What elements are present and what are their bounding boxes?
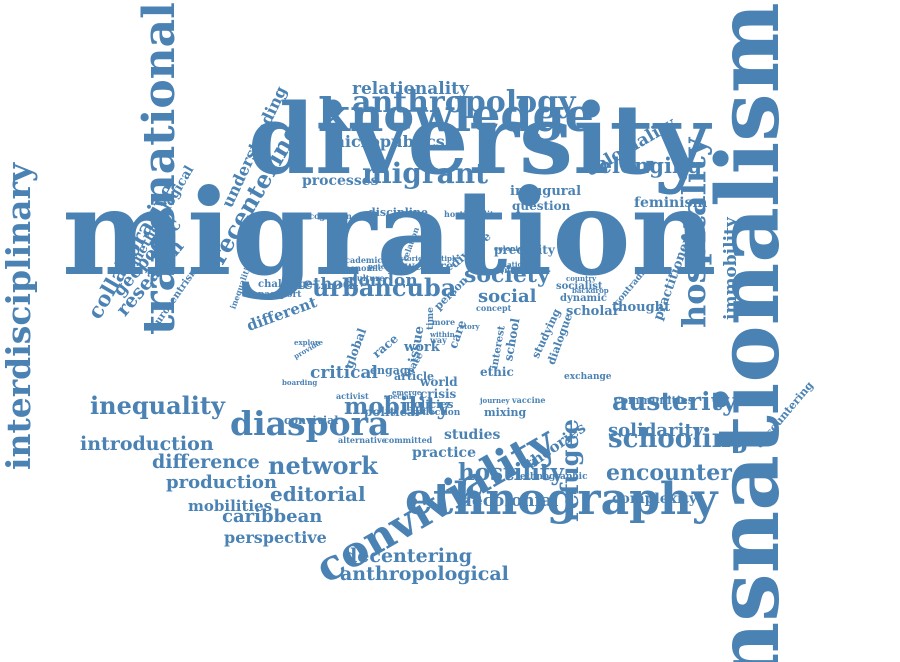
word-transnationalism: transnationalism bbox=[706, 2, 792, 662]
word-mixing: mixing bbox=[484, 407, 526, 418]
word-story: story bbox=[460, 323, 480, 330]
word-dynamic: dynamic bbox=[560, 294, 607, 304]
word-alternative: alternative bbox=[338, 436, 387, 444]
word-activist: activist bbox=[336, 392, 369, 400]
word-inequality: inequality bbox=[90, 394, 225, 418]
word-inaugural: inaugural bbox=[510, 185, 581, 198]
word-perspective: perspective bbox=[224, 530, 327, 546]
word-culture: culture bbox=[352, 274, 385, 282]
word-encounter: encounter bbox=[606, 462, 732, 484]
word-recognition: recognition bbox=[300, 212, 352, 220]
word-immobility: immobility bbox=[723, 217, 740, 320]
word-concept: concept bbox=[476, 304, 511, 312]
word-ethic: ethic bbox=[480, 366, 514, 378]
word-processes: processes bbox=[302, 174, 379, 188]
word-race: race bbox=[370, 332, 400, 360]
word-migrant: migrant bbox=[362, 160, 488, 188]
word-anthropological: anthropological bbox=[340, 565, 509, 584]
word-colonism: colonism bbox=[494, 245, 529, 252]
word-country: country bbox=[566, 275, 596, 282]
word-practice: practice bbox=[412, 446, 476, 460]
word-communities: communities bbox=[614, 395, 694, 406]
word-relationality: relationality bbox=[352, 81, 469, 98]
word-journey: journey bbox=[480, 397, 510, 404]
word-studies: studies bbox=[444, 428, 500, 442]
word-ethnographic: ethnographic bbox=[520, 473, 588, 482]
word-reflection: reflection bbox=[412, 409, 460, 418]
word-discipline: discipline bbox=[368, 207, 428, 218]
word-potential: potential bbox=[368, 263, 403, 270]
word-boarding: boarding bbox=[282, 379, 317, 386]
word-hostipitality: hostipitality bbox=[444, 210, 498, 218]
word-solidarity: solidarity bbox=[608, 422, 703, 440]
word-within: within bbox=[430, 331, 455, 338]
word-vaccine: vaccine bbox=[512, 396, 546, 404]
word-exchange: exchange bbox=[564, 373, 612, 382]
word-interdisciplinary: interdisciplinary bbox=[2, 163, 35, 470]
word-mobilities: mobilities bbox=[188, 499, 272, 514]
word-feminism: feminism bbox=[634, 196, 707, 210]
word-complexity: complexity bbox=[612, 492, 697, 506]
word-critical: critical bbox=[310, 365, 378, 382]
word-question: question bbox=[512, 200, 570, 212]
word-decolonial: decolonial bbox=[460, 493, 558, 510]
word-political: political bbox=[364, 406, 419, 418]
word-editorial: editorial bbox=[270, 484, 366, 504]
word-micropublics: micropublics bbox=[328, 134, 445, 150]
word-difference: difference bbox=[152, 453, 260, 472]
word-passport: passport bbox=[258, 291, 301, 300]
word-multiple: multiple bbox=[426, 255, 459, 262]
word-convivial: convivial bbox=[284, 415, 338, 426]
word-explore: explore bbox=[294, 339, 323, 346]
word-production: production bbox=[166, 474, 277, 492]
word-more: more bbox=[432, 318, 455, 326]
word-challenge: challenge bbox=[258, 280, 312, 290]
word-national: national bbox=[502, 261, 534, 268]
word-committed: committed bbox=[384, 436, 432, 444]
word-special: special bbox=[384, 393, 411, 400]
word-backdrop: backdrop bbox=[572, 287, 609, 294]
word-network: network bbox=[268, 454, 378, 478]
